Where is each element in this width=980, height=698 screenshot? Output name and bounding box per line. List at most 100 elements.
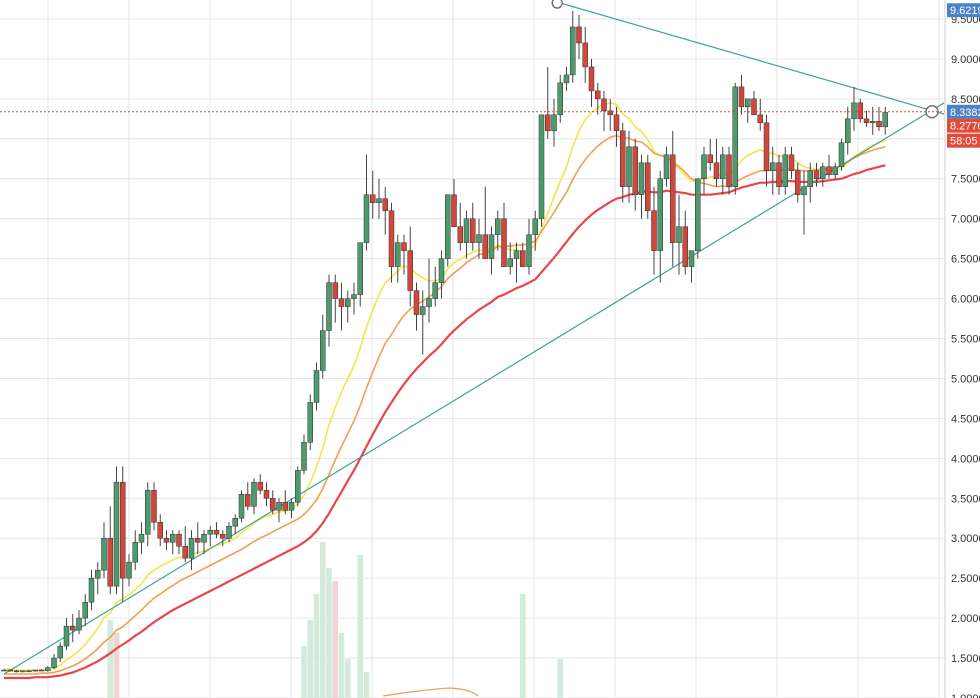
candle-down	[157, 522, 163, 539]
candle-up	[845, 118, 851, 144]
y-tick-label: 4.0000	[951, 453, 980, 465]
candle-up	[663, 154, 670, 179]
candle-up	[720, 154, 726, 179]
candle-down	[620, 130, 626, 187]
candle-up	[301, 442, 307, 471]
candle-down	[370, 194, 376, 203]
candle-down	[613, 114, 620, 132]
volume-bar-down	[113, 633, 120, 698]
candle-up	[445, 194, 451, 259]
candle-up	[288, 502, 295, 511]
candle-up	[232, 518, 238, 527]
candle-up	[426, 298, 432, 307]
y-tick-label: 6.0000	[951, 294, 980, 306]
candlesticks	[1, 10, 888, 673]
candle-down	[501, 218, 507, 267]
candle-up	[626, 146, 632, 187]
candle-up	[45, 667, 51, 672]
candle-up	[326, 282, 332, 331]
candle-down	[220, 533, 226, 539]
candle-down	[38, 669, 45, 672]
price-tag-label: 9.6219	[950, 5, 980, 17]
candle-down	[382, 198, 388, 211]
candle-up	[320, 330, 326, 371]
volume-bar	[313, 594, 320, 698]
candle-up	[495, 218, 501, 235]
y-tick-label: 6.5000	[951, 254, 980, 266]
candle-down	[682, 226, 688, 267]
moving-average-1	[4, 102, 886, 671]
candle-up	[770, 162, 776, 172]
candle-down	[245, 494, 251, 507]
candle-up	[851, 102, 857, 120]
candle-down	[876, 120, 882, 128]
candle-up	[638, 162, 645, 195]
moving-average-2	[4, 134, 886, 675]
candle-down	[163, 537, 170, 543]
candle-up	[201, 533, 207, 543]
candle-down	[863, 118, 870, 124]
candle-down	[401, 242, 407, 251]
candle-up	[188, 537, 195, 559]
volume-bar-down	[332, 581, 339, 698]
candle-down	[795, 170, 801, 195]
candle-down	[457, 226, 463, 243]
candle-up	[832, 166, 838, 176]
candle-down	[707, 154, 713, 164]
price-tag-box	[947, 133, 980, 148]
candle-up	[695, 178, 701, 251]
volume-bar	[557, 659, 564, 698]
candle-down	[107, 537, 113, 587]
candle-down	[120, 482, 126, 579]
y-tick-label: 3.0000	[951, 533, 980, 545]
candle-up	[538, 114, 545, 219]
candle-up	[513, 250, 520, 259]
candle-down	[270, 498, 276, 511]
candle-down	[7, 669, 13, 672]
candle-down	[213, 529, 220, 535]
volume-bar	[338, 633, 345, 698]
candle-down	[726, 154, 732, 187]
candle-up	[432, 282, 438, 299]
candle-up	[488, 234, 495, 259]
volume-bar	[357, 555, 364, 698]
volume-ma-path	[382, 687, 479, 697]
price-tag-label: 8.3382	[950, 107, 980, 119]
candle-down	[520, 250, 526, 267]
candle-up	[870, 120, 876, 124]
candle-up	[532, 218, 538, 235]
candle-up	[732, 86, 738, 187]
y-tick-label: 7.5000	[951, 174, 980, 186]
candle-down	[13, 670, 20, 673]
candle-down	[195, 537, 201, 543]
candle-up	[345, 298, 351, 307]
candle-down	[651, 210, 657, 251]
candle-up	[782, 154, 788, 187]
price-tags: 9.6219 8.3382 8.2770 58:05	[947, 3, 980, 148]
candle-down	[470, 218, 476, 243]
candle-up	[395, 242, 401, 267]
candle-up	[32, 669, 38, 672]
price-tag-box	[947, 3, 980, 18]
candle-down	[582, 42, 588, 68]
candle-up	[463, 218, 470, 243]
candle-down	[70, 625, 76, 631]
candle-up	[657, 178, 663, 251]
candle-up	[351, 294, 357, 299]
candle-up	[820, 166, 826, 179]
trendline-handle-start	[551, 0, 563, 9]
candle-up	[295, 470, 301, 503]
candle-down	[388, 210, 395, 267]
volume-average-line	[382, 687, 479, 697]
candle-up	[507, 258, 513, 267]
candle-down	[595, 90, 601, 100]
candle-up	[438, 258, 445, 283]
candle-up	[126, 561, 132, 579]
candle-down	[413, 290, 420, 315]
candle-up	[138, 533, 145, 543]
candle-up	[570, 26, 576, 76]
volume-bar	[301, 646, 307, 698]
candle-up	[526, 234, 532, 267]
candle-up	[745, 98, 751, 108]
